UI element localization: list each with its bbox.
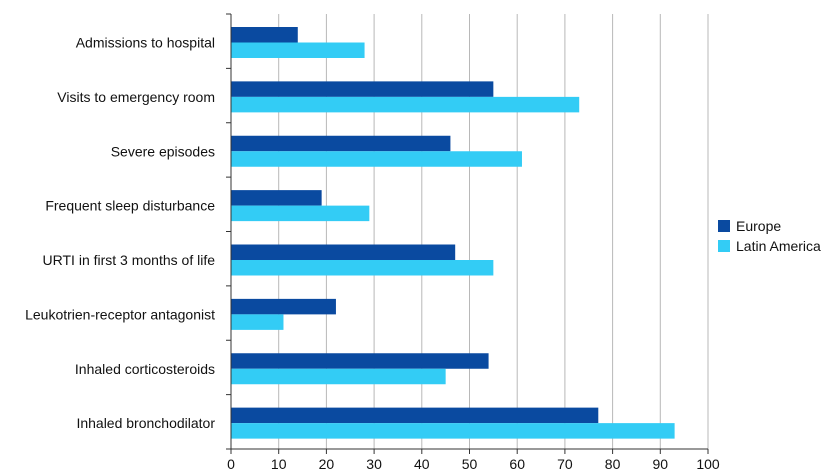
x-tick-label: 80 xyxy=(605,456,621,470)
x-tick-labels: 0 10 20 30 40 50 60 70 80 90 100 xyxy=(227,456,720,470)
x-tick-label: 20 xyxy=(319,456,335,470)
x-tick-label: 10 xyxy=(271,456,287,470)
x-tick-label: 0 xyxy=(227,456,235,470)
x-tick-label: 70 xyxy=(557,456,573,470)
category-label: Severe episodes xyxy=(111,143,215,159)
axes xyxy=(226,13,709,454)
category-label: Visits to emergency room xyxy=(57,89,215,105)
legend-label: Europe xyxy=(736,218,781,234)
legend-swatch xyxy=(718,240,730,252)
category-labels: Admissions to hospital Visits to emergenc… xyxy=(25,35,215,432)
category-label: Admissions to hospital xyxy=(76,35,215,51)
bar-europe xyxy=(231,298,336,315)
legend-label: Latin America xyxy=(736,238,821,254)
bar-latin-america xyxy=(231,42,365,58)
category-label: URTI in first 3 months of life xyxy=(43,252,216,268)
bar-latin-america xyxy=(231,314,284,330)
category-label: Inhaled bronchodilator xyxy=(76,415,215,431)
bar-europe xyxy=(231,353,489,369)
bar-europe xyxy=(231,244,456,260)
bar-europe xyxy=(231,190,322,206)
bar-europe xyxy=(231,81,494,97)
legend-swatch xyxy=(718,220,730,232)
bar-europe xyxy=(231,407,599,424)
bar-latin-america xyxy=(231,368,446,385)
category-label: Leukotrien-receptor antagonist xyxy=(25,306,215,322)
category-label: Inhaled corticosteroids xyxy=(75,361,215,377)
bar-latin-america xyxy=(231,423,675,439)
bar-latin-america xyxy=(231,151,522,167)
x-tick-label: 60 xyxy=(509,456,525,470)
x-tick-label: 30 xyxy=(366,456,382,470)
bar-latin-america xyxy=(231,96,580,113)
x-tick-label: 50 xyxy=(462,456,478,470)
x-tick-label: 90 xyxy=(653,456,669,470)
bar-europe xyxy=(231,135,451,152)
x-tick-label: 40 xyxy=(414,456,430,470)
x-tick-label: 100 xyxy=(696,456,720,470)
bar-latin-america xyxy=(231,205,370,222)
category-label: Frequent sleep disturbance xyxy=(45,198,215,214)
bars xyxy=(231,27,675,439)
bar-latin-america xyxy=(231,260,494,276)
bar-europe xyxy=(231,27,298,43)
legend: Europe Latin America xyxy=(718,218,821,254)
